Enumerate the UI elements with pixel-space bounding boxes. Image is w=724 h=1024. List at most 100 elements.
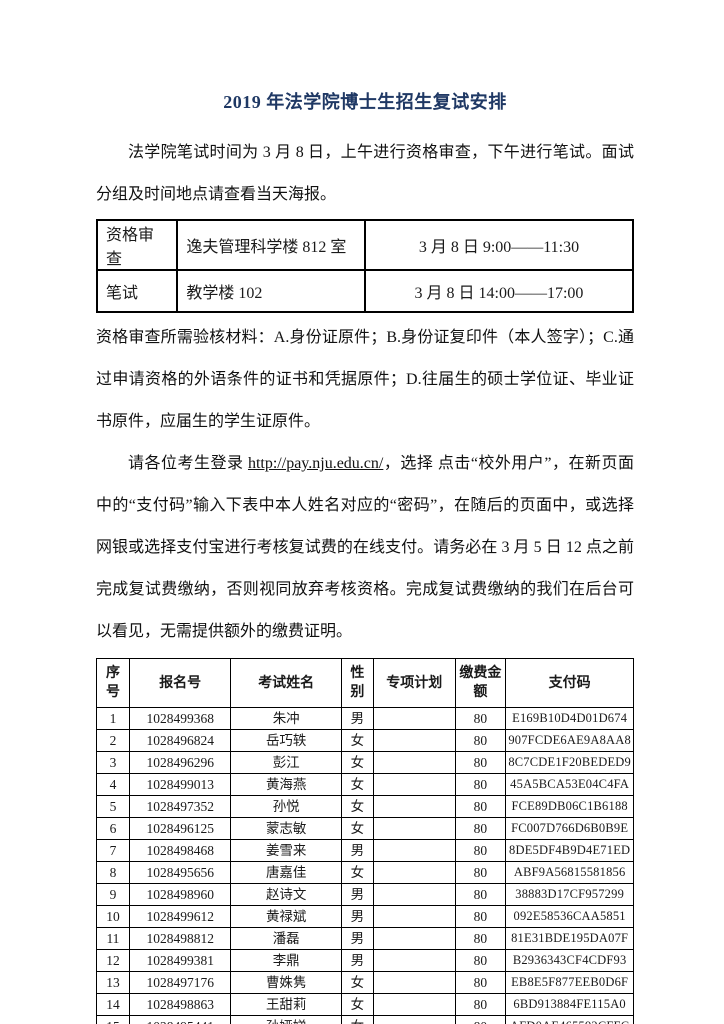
cell-fee: 80 <box>454 817 507 840</box>
cell-fee: 80 <box>454 1015 507 1024</box>
cell-reg-no: 1028495656 <box>128 861 232 884</box>
cell-special-plan <box>372 949 456 972</box>
cell-special-plan <box>372 817 456 840</box>
cell-reg-no: 1028499368 <box>128 707 232 730</box>
cell-name: 赵诗文 <box>230 883 342 906</box>
cell-name: 朱冲 <box>230 707 342 730</box>
cell-gender: 女 <box>340 773 374 796</box>
cell-fee: 80 <box>454 949 507 972</box>
cell-fee: 80 <box>454 905 507 928</box>
cell-fee: 80 <box>454 927 507 950</box>
cell-gender: 男 <box>340 883 374 906</box>
table-row: 7 1028498468 姜雪来男 80 8DE5DF4B9D4E71ED <box>96 839 634 862</box>
cell-index: 15 <box>96 1015 130 1024</box>
cell-special-plan <box>372 971 456 994</box>
cell-index: 2 <box>96 729 130 752</box>
cell-gender: 女 <box>340 971 374 994</box>
cell-name: 岳巧轶 <box>230 729 342 752</box>
cell-index: 10 <box>96 905 130 928</box>
schedule-time: 3 月 8 日 9:00——11:30 <box>363 219 635 271</box>
candidates-body: 1 1028499368 朱冲男 80 E169B10D4D01D674 2 1028496… <box>96 707 634 1024</box>
cell-reg-no: 1028499612 <box>128 905 232 928</box>
schedule-location: 逸夫管理科学楼 812 室 <box>176 219 366 271</box>
cell-name: 黄海燕 <box>230 773 342 796</box>
cell-special-plan <box>372 795 456 818</box>
schedule-item-label: 笔试 <box>95 269 179 313</box>
candidates-header-row: 序号 报名号 考试姓名 性别 专项计划 缴费金额 支付码 <box>96 658 634 708</box>
cell-name: 黄禄斌 <box>230 905 342 928</box>
cell-special-plan <box>372 707 456 730</box>
cell-special-plan <box>372 839 456 862</box>
cell-gender: 女 <box>340 751 374 774</box>
cell-name: 姜雪来 <box>230 839 342 862</box>
page-title: 2019 年法学院博士生招生复试安排 <box>223 92 507 112</box>
table-row: 2 1028496824 岳巧轶女 80 907FCDE6AE9A8AA8 <box>96 729 634 752</box>
cell-gender: 女 <box>340 861 374 884</box>
cell-special-plan <box>372 773 456 796</box>
table-row: 12 1028499381 李鼎男 80 B2936343CF4CDF93 <box>96 949 634 972</box>
cell-pay-code: 45A5BCA53E04C4FA <box>505 773 634 796</box>
cell-gender: 女 <box>340 729 374 752</box>
header-reg-no: 报名号 <box>128 658 232 708</box>
cell-name: 潘磊 <box>230 927 342 950</box>
cell-index: 12 <box>96 949 130 972</box>
cell-fee: 80 <box>454 839 507 862</box>
cell-name: 李鼎 <box>230 949 342 972</box>
cell-index: 3 <box>96 751 130 774</box>
table-row: 3 1028496296 彭江女 80 8C7CDE1F20BEDED9 <box>96 751 634 774</box>
paragraph-materials: 资格审查所需验核材料：A.身份证原件；B.身份证复印件（本人签字）；C.通过申请… <box>96 329 634 430</box>
cell-gender: 男 <box>340 927 374 950</box>
schedule-row-written-exam: 笔试 教学楼 102 3 月 8 日 14:00——17:00 <box>95 269 635 313</box>
cell-name: 王甜莉 <box>230 993 342 1016</box>
schedule-table: 资格审查 逸夫管理科学楼 812 室 3 月 8 日 9:00——11:30 笔… <box>95 219 635 313</box>
cell-index: 5 <box>96 795 130 818</box>
cell-index: 6 <box>96 817 130 840</box>
header-fee: 缴费金额 <box>454 658 507 708</box>
cell-pay-code: EB8E5F877EEB0D6F <box>505 971 634 994</box>
cell-name: 蒙志敏 <box>230 817 342 840</box>
cell-index: 7 <box>96 839 130 862</box>
cell-reg-no: 1028497176 <box>128 971 232 994</box>
table-row: 1 1028499368 朱冲男 80 E169B10D4D01D674 <box>96 707 634 730</box>
payment-url-link[interactable]: http://pay.nju.edu.cn/ <box>247 455 384 472</box>
header-name: 考试姓名 <box>230 658 342 708</box>
cell-reg-no: 1028496125 <box>128 817 232 840</box>
cell-pay-code: E169B10D4D01D674 <box>505 707 634 730</box>
cell-pay-code: ABF9A56815581856 <box>505 861 634 884</box>
cell-fee: 80 <box>454 971 507 994</box>
cell-pay-code: 8C7CDE1F20BEDED9 <box>505 751 634 774</box>
cell-special-plan <box>372 927 456 950</box>
cell-gender: 女 <box>340 817 374 840</box>
cell-pay-code: 8DE5DF4B9D4E71ED <box>505 839 634 862</box>
cell-reg-no: 1028498812 <box>128 927 232 950</box>
cell-special-plan <box>372 883 456 906</box>
cell-pay-code: FC007D766D6B0B9E <box>505 817 634 840</box>
payment-text-after: ，选择 点击“校外用户”，在新页面中的“支付码”输入下表中本人姓名对应的“密码”… <box>96 455 634 640</box>
cell-reg-no: 1028499381 <box>128 949 232 972</box>
header-gender: 性别 <box>340 658 374 708</box>
cell-pay-code: B2936343CF4CDF93 <box>505 949 634 972</box>
header-pay-code: 支付码 <box>505 658 634 708</box>
schedule-item-label: 资格审查 <box>95 219 179 271</box>
cell-reg-no: 1028497352 <box>128 795 232 818</box>
cell-index: 9 <box>96 883 130 906</box>
cell-gender: 男 <box>340 949 374 972</box>
schedule-time: 3 月 8 日 14:00——17:00 <box>363 269 635 313</box>
cell-fee: 80 <box>454 751 507 774</box>
cell-gender: 男 <box>340 707 374 730</box>
cell-gender: 女 <box>340 1015 374 1024</box>
cell-index: 13 <box>96 971 130 994</box>
cell-special-plan <box>372 1015 456 1024</box>
cell-pay-code: 907FCDE6AE9A8AA8 <box>505 729 634 752</box>
cell-reg-no: 1028498863 <box>128 993 232 1016</box>
table-row: 9 1028498960 赵诗文男 80 38883D17CF957299 <box>96 883 634 906</box>
schedule-location: 教学楼 102 <box>176 269 366 313</box>
cell-reg-no: 1028498960 <box>128 883 232 906</box>
cell-reg-no: 1028498468 <box>128 839 232 862</box>
cell-reg-no: 1028496824 <box>128 729 232 752</box>
cell-special-plan <box>372 751 456 774</box>
cell-name: 彭江 <box>230 751 342 774</box>
cell-pay-code: 81E31BDE195DA07F <box>505 927 634 950</box>
header-special-plan: 专项计划 <box>372 658 456 708</box>
